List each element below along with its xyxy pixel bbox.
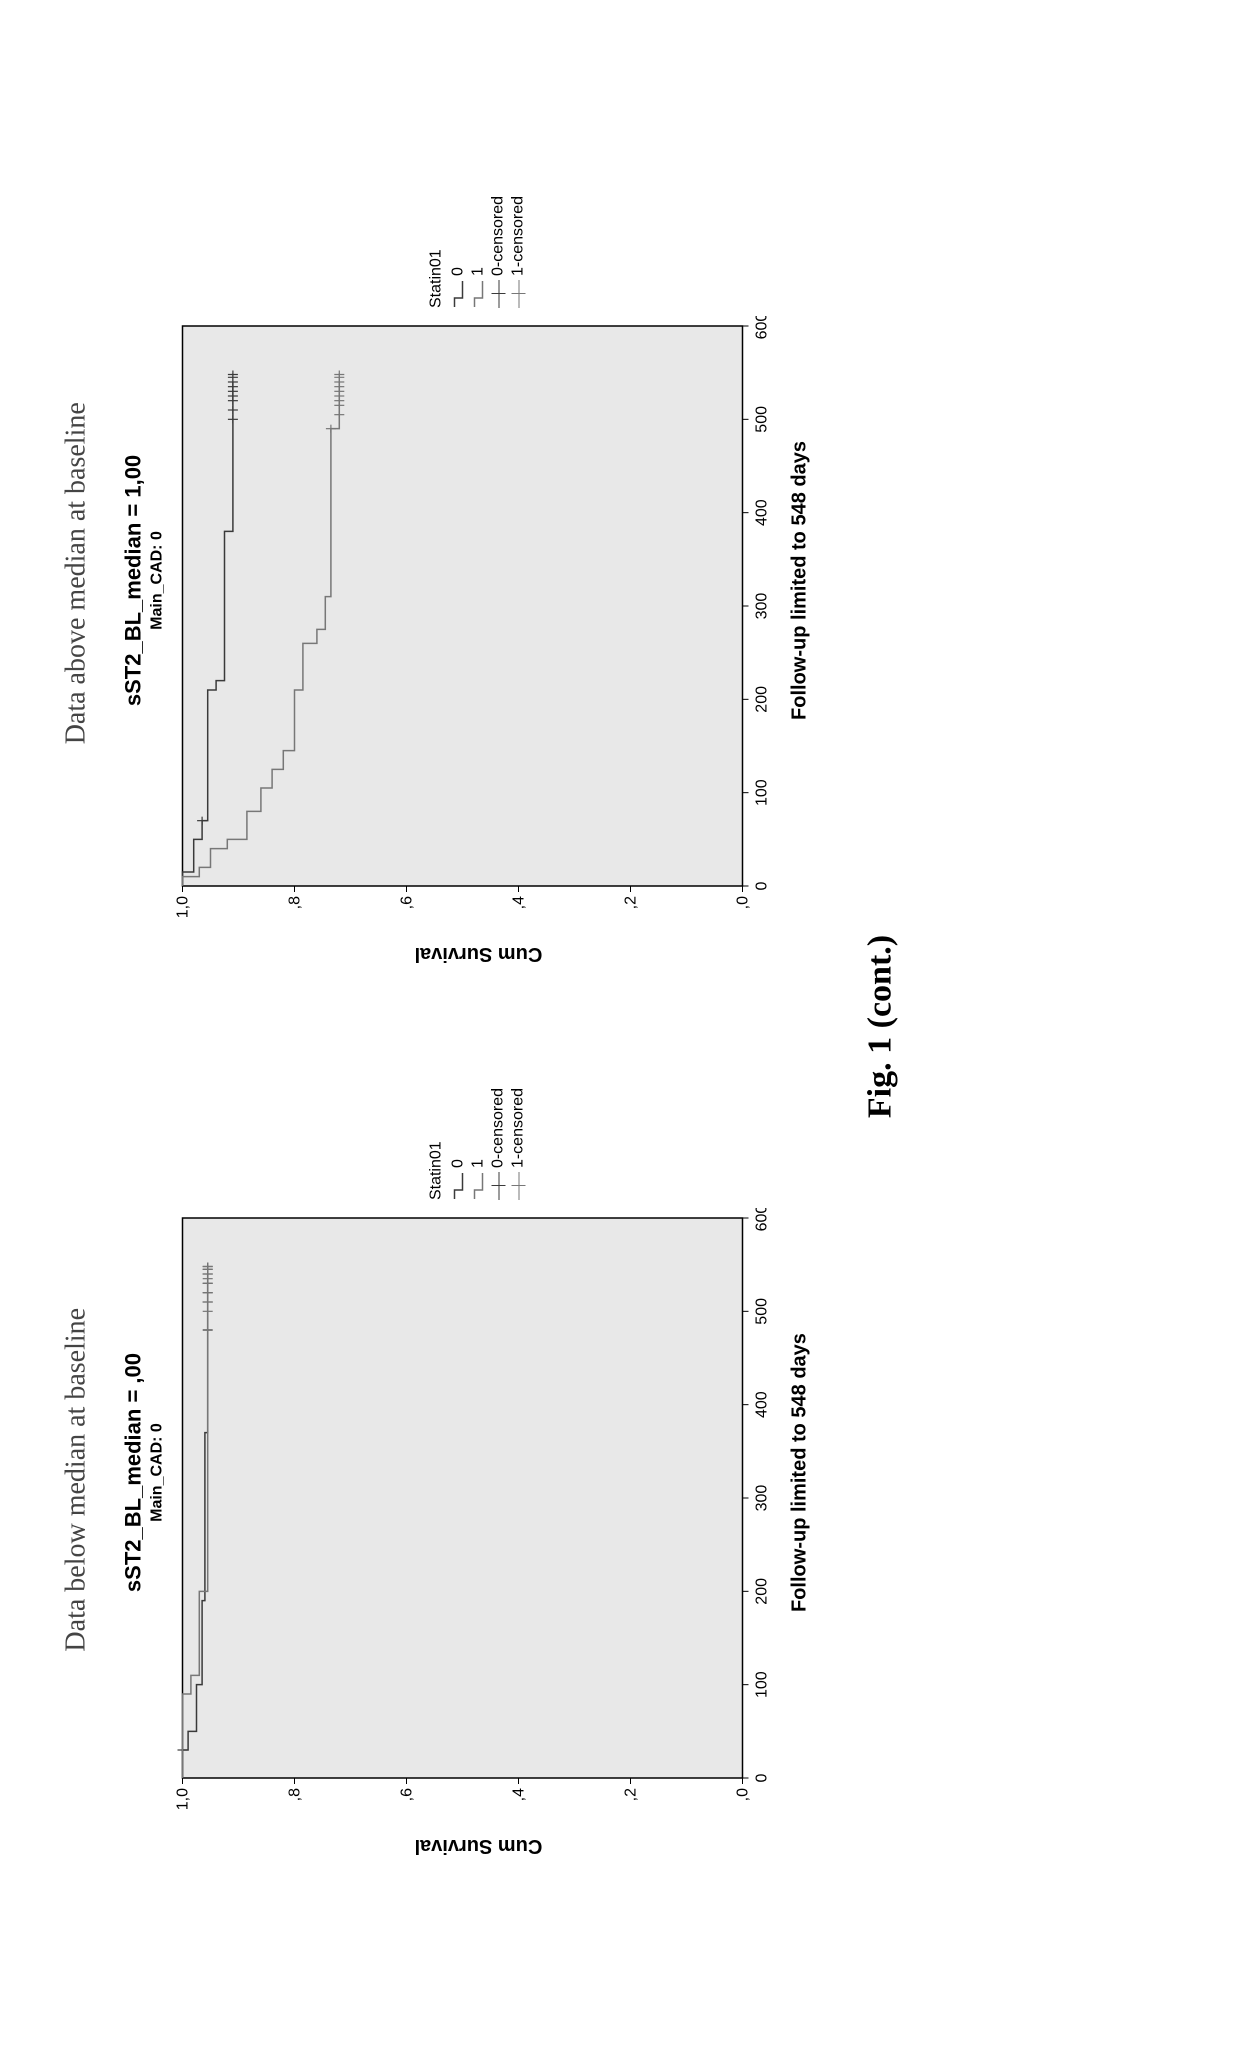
svg-text:400: 400 xyxy=(753,499,770,526)
legend-censor-icon xyxy=(511,280,525,308)
svg-text:0: 0 xyxy=(753,1774,770,1783)
svg-text:,0: ,0 xyxy=(734,1788,751,1801)
legend-item: 1 xyxy=(469,1088,487,1200)
legend-line-icon xyxy=(471,1172,485,1200)
y-axis-label: Cum Survival xyxy=(414,942,542,965)
legend-censor-icon xyxy=(491,280,505,308)
svg-text:,0: ,0 xyxy=(734,896,751,909)
svg-text:0: 0 xyxy=(753,881,770,890)
svg-text:,8: ,8 xyxy=(286,896,303,909)
legend-title: Statin01 xyxy=(427,196,445,308)
y-axis-label: Cum Survival xyxy=(414,1834,542,1857)
svg-text:200: 200 xyxy=(753,686,770,713)
legend-censor-icon xyxy=(491,1172,505,1200)
svg-text:300: 300 xyxy=(753,1485,770,1512)
legend-item: 1-censored xyxy=(509,196,527,308)
svg-text:400: 400 xyxy=(753,1391,770,1418)
legend: Statin01 010-censored1-censored xyxy=(427,1088,529,1200)
legend-label: 1-censored xyxy=(509,196,527,276)
legend-title: Statin01 xyxy=(427,1088,445,1200)
svg-text:,2: ,2 xyxy=(622,896,639,909)
header-above-median: Data above median at baseline xyxy=(60,120,92,1027)
svg-text:,4: ,4 xyxy=(510,1788,527,1801)
legend-item: 1-censored xyxy=(509,1088,527,1200)
legend-line-icon xyxy=(471,280,485,308)
chart-0: sST2_BL_median = ,00 Main_CAD: 0 Cum Sur… xyxy=(120,1077,811,1869)
svg-text:300: 300 xyxy=(753,593,770,620)
svg-text:,6: ,6 xyxy=(398,896,415,909)
svg-text:1,0: 1,0 xyxy=(174,896,191,918)
svg-text:200: 200 xyxy=(753,1578,770,1605)
legend-item: 1 xyxy=(469,196,487,308)
legend-label: 1 xyxy=(469,1159,487,1168)
svg-text:100: 100 xyxy=(753,1671,770,1698)
legend: Statin01 010-censored1-censored xyxy=(427,196,529,308)
header-below-median: Data below median at baseline xyxy=(60,1027,92,1934)
legend-item: 0 xyxy=(449,196,467,308)
legend-label: 0 xyxy=(449,1159,467,1168)
svg-text:600: 600 xyxy=(753,1208,770,1231)
chart-title: sST2_BL_median = ,00 xyxy=(120,1353,146,1592)
figure-caption: Fig. 1 (cont.) xyxy=(861,0,899,2053)
legend-item: 0-censored xyxy=(489,196,507,308)
legend-censor-icon xyxy=(511,1172,525,1200)
chart-subtitle: Main_CAD: 0 xyxy=(148,531,166,630)
legend-line-icon xyxy=(451,1172,465,1200)
legend-label: 1-censored xyxy=(509,1088,527,1168)
svg-text:500: 500 xyxy=(753,1298,770,1325)
chart-subtitle: Main_CAD: 0 xyxy=(148,1423,166,1522)
x-axis-label: Follow-up limited to 548 days xyxy=(788,1333,811,1612)
legend-label: 1 xyxy=(469,267,487,276)
svg-text:,6: ,6 xyxy=(398,1788,415,1801)
survival-plot: 0 100 200 300 400 500 600 ,0 ,2 ,4 ,6 ,8 1,0 xyxy=(172,316,784,938)
svg-text:,8: ,8 xyxy=(286,1788,303,1801)
svg-text:100: 100 xyxy=(753,779,770,806)
chart-title: sST2_BL_median = 1,00 xyxy=(120,455,146,706)
legend-item: 0-censored xyxy=(489,1088,507,1200)
survival-plot: 0 100 200 300 400 500 600 ,0 ,2 ,4 ,6 ,8 1,0 xyxy=(172,1208,784,1830)
svg-text:,2: ,2 xyxy=(622,1788,639,1801)
legend-item: 0 xyxy=(449,1088,467,1200)
legend-label: 0 xyxy=(449,267,467,276)
svg-text:500: 500 xyxy=(753,406,770,433)
x-axis-label: Follow-up limited to 548 days xyxy=(788,441,811,720)
legend-line-icon xyxy=(451,280,465,308)
svg-text:,4: ,4 xyxy=(510,896,527,909)
svg-text:1,0: 1,0 xyxy=(174,1788,191,1810)
legend-label: 0-censored xyxy=(489,196,507,276)
legend-label: 0-censored xyxy=(489,1088,507,1168)
svg-text:600: 600 xyxy=(753,316,770,339)
chart-1: sST2_BL_median = 1,00 Main_CAD: 0 Cum Su… xyxy=(120,184,811,976)
